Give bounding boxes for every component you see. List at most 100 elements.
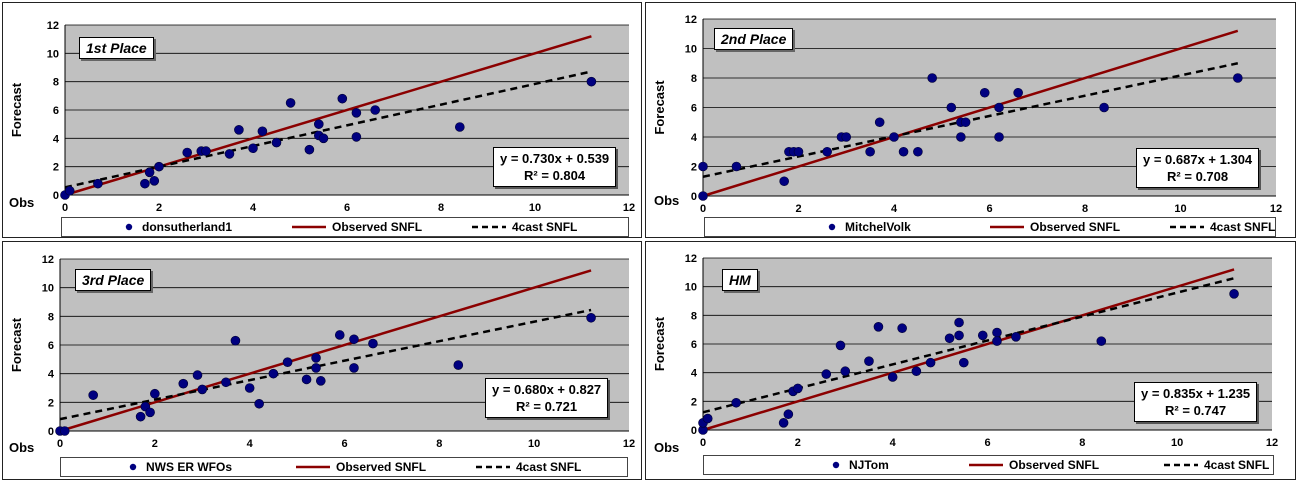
y-tick-label: 2 — [691, 396, 697, 408]
y-tick-label: 8 — [691, 310, 697, 322]
data-point — [1096, 336, 1107, 346]
data-point — [1011, 332, 1021, 342]
data-point — [1232, 73, 1243, 83]
data-point — [783, 409, 794, 420]
data-point — [865, 146, 875, 157]
legend-label: 4cast SNFL — [1204, 458, 1270, 472]
legend-label: 4cast SNFL — [516, 460, 582, 474]
data-point — [311, 363, 321, 373]
data-point — [282, 357, 293, 367]
data-point — [822, 146, 832, 157]
data-point — [992, 336, 1002, 346]
data-point — [254, 398, 264, 409]
y-tick-label: 6 — [691, 103, 697, 115]
x-tick-label: 4 — [890, 437, 897, 449]
data-point — [821, 369, 832, 379]
data-point — [334, 330, 345, 340]
data-point — [64, 185, 75, 196]
legend: NWS ER WFOs Observed SNFL 4cast SNFL — [60, 457, 628, 477]
data-point — [994, 132, 1004, 142]
data-point — [956, 132, 966, 142]
y-tick-label: 4 — [691, 132, 698, 144]
y-tick-label: 2 — [691, 162, 697, 174]
legend-line-icon — [472, 225, 506, 229]
x-tick-label: 0 — [700, 437, 706, 449]
data-point — [979, 87, 990, 98]
x-tick-label: 2 — [152, 438, 158, 450]
y-tick-label: 0 — [48, 426, 54, 438]
legend-entry: 4cast SNFL — [472, 218, 577, 236]
x-tick-label: 12 — [623, 438, 635, 450]
data-point — [977, 330, 988, 341]
data-point — [992, 327, 1002, 338]
legend-label: 4cast SNFL — [1210, 220, 1276, 234]
data-point — [337, 93, 348, 104]
legend-marker-icon — [125, 223, 133, 231]
data-point — [1099, 102, 1109, 113]
data-point — [453, 360, 464, 370]
y-tick-label: 12 — [685, 14, 697, 26]
regression-equation: y = 0.680x + 0.827 — [492, 382, 602, 397]
y-tick-label: 6 — [48, 340, 54, 352]
y-axis-label: Forecast — [9, 82, 24, 137]
x-tick-label: 6 — [984, 437, 990, 449]
data-point — [370, 105, 381, 115]
data-point — [698, 161, 708, 172]
x-tick-label: 10 — [1171, 437, 1183, 449]
x-tick-label: 6 — [341, 438, 347, 450]
y-tick-label: 0 — [53, 190, 59, 202]
data-point — [889, 132, 899, 142]
x-tick-label: 0 — [62, 202, 68, 214]
data-point — [93, 178, 103, 189]
forecast-trend-line — [702, 277, 1235, 414]
legend-label: NWS ER WFOs — [146, 460, 232, 474]
y-tick-label: 4 — [691, 368, 698, 380]
y-tick-label: 8 — [691, 73, 697, 85]
data-point — [221, 377, 231, 388]
data-point — [145, 407, 155, 418]
legend-entry: 4cast SNFL — [1164, 456, 1269, 474]
legend-label: Observed SNFL — [1030, 220, 1121, 234]
x-tick-label: 8 — [1082, 203, 1088, 215]
data-point — [897, 323, 907, 334]
legend-label: NJTom — [849, 458, 889, 472]
chart-panel: 0 2 4 6 8 10 12 0 2 4 6 8 10 12 Forecast 3rd Place y = 0… — [2, 241, 642, 480]
x-axis-label: Obs — [9, 440, 35, 455]
data-point — [927, 73, 938, 83]
x-tick-label: 12 — [623, 202, 635, 214]
data-point — [778, 418, 789, 428]
data-point — [285, 98, 296, 108]
data-point — [192, 370, 203, 380]
x-tick-label: 8 — [438, 202, 444, 214]
legend-entry: 4cast SNFL — [1170, 218, 1275, 236]
data-point — [779, 176, 789, 187]
legend-line-icon — [1170, 225, 1204, 229]
data-point — [954, 317, 964, 328]
legend-entry: donsutherland1 — [122, 218, 232, 236]
x-tick-label: 4 — [247, 438, 254, 450]
data-point — [248, 143, 258, 154]
x-tick-label: 6 — [986, 203, 992, 215]
data-point — [271, 137, 282, 148]
legend-label: donsutherland1 — [142, 220, 233, 234]
legend-label: 4cast SNFL — [512, 220, 578, 234]
y-tick-label: 0 — [691, 425, 697, 437]
legend-label: MitchelVolk — [845, 220, 911, 234]
x-tick-label: 12 — [1270, 203, 1282, 215]
y-tick-label: 10 — [47, 48, 59, 60]
r-squared: R² = 0.708 — [1167, 169, 1229, 184]
y-tick-label: 0 — [691, 191, 697, 203]
legend-marker-icon — [828, 223, 836, 231]
data-point — [698, 191, 708, 201]
legend-entry: NWS ER WFOs — [126, 458, 232, 476]
regression-equation-box: y = 0.687x + 1.304 R² = 0.708 — [1136, 148, 1260, 188]
place-label: 1st Place — [79, 37, 154, 59]
data-point — [944, 333, 955, 344]
data-point — [368, 338, 378, 349]
y-axis-label: Forecast — [9, 317, 24, 372]
x-tick-label: 10 — [1174, 203, 1186, 215]
data-point — [1013, 87, 1023, 98]
x-tick-label: 0 — [700, 203, 706, 215]
y-tick-label: 12 — [47, 20, 59, 32]
data-point — [731, 397, 741, 408]
